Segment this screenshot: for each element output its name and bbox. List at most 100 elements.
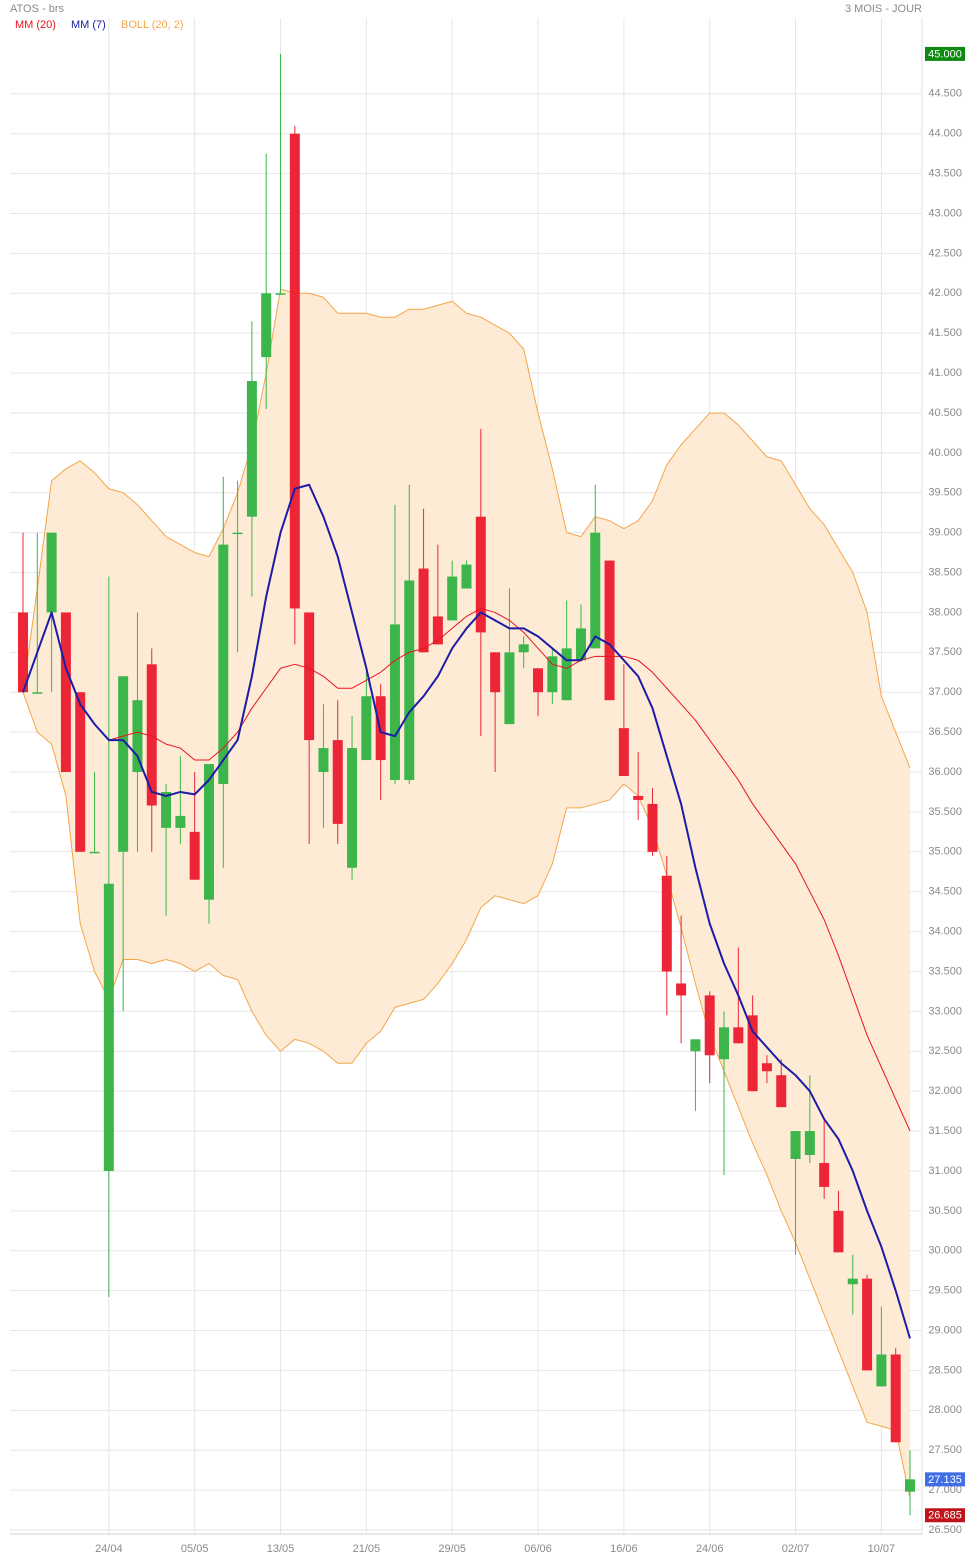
candle-body (118, 676, 129, 852)
candle-body (847, 1278, 858, 1285)
x-tick-label: 24/06 (696, 1543, 724, 1555)
candle-body (547, 656, 558, 693)
candle-body (604, 560, 615, 701)
y-tick-label: 43.500 (928, 168, 962, 180)
y-tick-label: 29.500 (928, 1285, 962, 1297)
candle-body (747, 1015, 758, 1092)
candle-body (704, 995, 715, 1056)
candle-body (103, 883, 114, 1171)
candle-body (804, 1131, 815, 1156)
candle-body (289, 133, 300, 609)
candle-body (304, 612, 315, 741)
candle-body (361, 696, 372, 761)
moving-average (108, 607, 911, 1132)
y-tick-label: 31.500 (928, 1125, 962, 1137)
candle-body (862, 1278, 873, 1371)
candle-body (676, 983, 687, 996)
y-tick-label: 27.000 (928, 1484, 962, 1496)
candle-body (504, 652, 515, 725)
candle-body (761, 1063, 772, 1072)
candle-body (432, 616, 443, 645)
y-tick-label: 35.500 (928, 806, 962, 818)
candle-body (618, 728, 629, 777)
y-tick-label: 39.000 (928, 527, 962, 539)
x-tick-label: 13/05 (267, 1543, 295, 1555)
candle-body (819, 1162, 830, 1187)
candle-body (389, 624, 400, 780)
candle-body (332, 740, 343, 824)
candle-body (275, 293, 286, 295)
candle-body (776, 1075, 787, 1108)
y-tick-label: 41.000 (928, 367, 962, 379)
candle-body (490, 652, 501, 693)
moving-average (22, 483, 911, 1339)
candle-body (719, 1027, 730, 1060)
y-tick-label: 34.000 (928, 925, 962, 937)
candle-body (218, 544, 229, 784)
legend-item: MM (7) (71, 19, 106, 31)
y-tick-label: 37.500 (928, 646, 962, 658)
y-tick-label: 37.000 (928, 686, 962, 698)
y-tick-label: 30.000 (928, 1245, 962, 1257)
price-label-box (925, 46, 965, 61)
band-lower (22, 692, 911, 1499)
y-tick-label: 44.500 (928, 88, 962, 100)
price-label: 27.135 (928, 1474, 962, 1486)
candle-body (590, 532, 601, 649)
y-tick-label: 42.000 (928, 287, 962, 299)
y-tick-label: 33.000 (928, 1005, 962, 1017)
y-tick-label: 43.000 (928, 207, 962, 219)
candle-body (790, 1131, 801, 1159)
chart-title: ATOS - brs (10, 3, 64, 15)
candle-body (132, 700, 143, 773)
y-tick-label: 33.500 (928, 965, 962, 977)
candle-body (175, 815, 186, 828)
candle-body (161, 791, 172, 828)
x-tick-label: 16/06 (610, 1543, 638, 1555)
candle-body (404, 580, 415, 780)
y-tick-label: 36.000 (928, 766, 962, 778)
candle-body (203, 764, 214, 900)
price-label-box (925, 1508, 965, 1523)
candle-body (347, 748, 358, 868)
x-tick-label: 24/04 (95, 1543, 123, 1555)
price-label: 26.685 (928, 1510, 962, 1522)
chart-subtitle: 3 MOIS - JOUR (845, 3, 922, 15)
y-tick-label: 38.000 (928, 606, 962, 618)
y-tick-label: 39.500 (928, 487, 962, 499)
candle-body (32, 692, 43, 694)
candle-body (905, 1479, 915, 1492)
candle-body (18, 612, 28, 693)
y-tick-label: 34.500 (928, 886, 962, 898)
candle-body (647, 803, 658, 852)
y-tick-label: 41.500 (928, 327, 962, 339)
y-tick-label: 44.000 (928, 128, 962, 140)
candle-body (232, 532, 243, 535)
x-tick-label: 02/07 (782, 1543, 810, 1555)
candle-body (261, 293, 272, 358)
candle-body (75, 692, 86, 852)
candle-body (561, 648, 572, 701)
y-tick-label: 30.500 (928, 1205, 962, 1217)
y-tick-label: 31.000 (928, 1165, 962, 1177)
x-tick-label: 29/05 (438, 1543, 466, 1555)
candle-body (633, 795, 644, 800)
candle-body (575, 628, 586, 661)
candle-body (876, 1354, 887, 1387)
x-tick-label: 06/06 (524, 1543, 552, 1555)
y-tick-label: 36.500 (928, 726, 962, 738)
y-tick-label: 32.500 (928, 1045, 962, 1057)
y-tick-label: 27.500 (928, 1444, 962, 1456)
y-tick-label: 38.500 (928, 566, 962, 578)
y-tick-label: 28.000 (928, 1404, 962, 1416)
candle-body (833, 1210, 844, 1253)
y-tick-label: 35.000 (928, 846, 962, 858)
band-upper (22, 288, 911, 769)
x-tick-label: 10/07 (868, 1543, 896, 1555)
candle-body (318, 748, 329, 773)
legend-item: BOLL (20, 2) (121, 19, 184, 31)
candle-body (46, 532, 57, 613)
candle-body (733, 1027, 744, 1044)
legend-item: MM (20) (15, 19, 56, 31)
